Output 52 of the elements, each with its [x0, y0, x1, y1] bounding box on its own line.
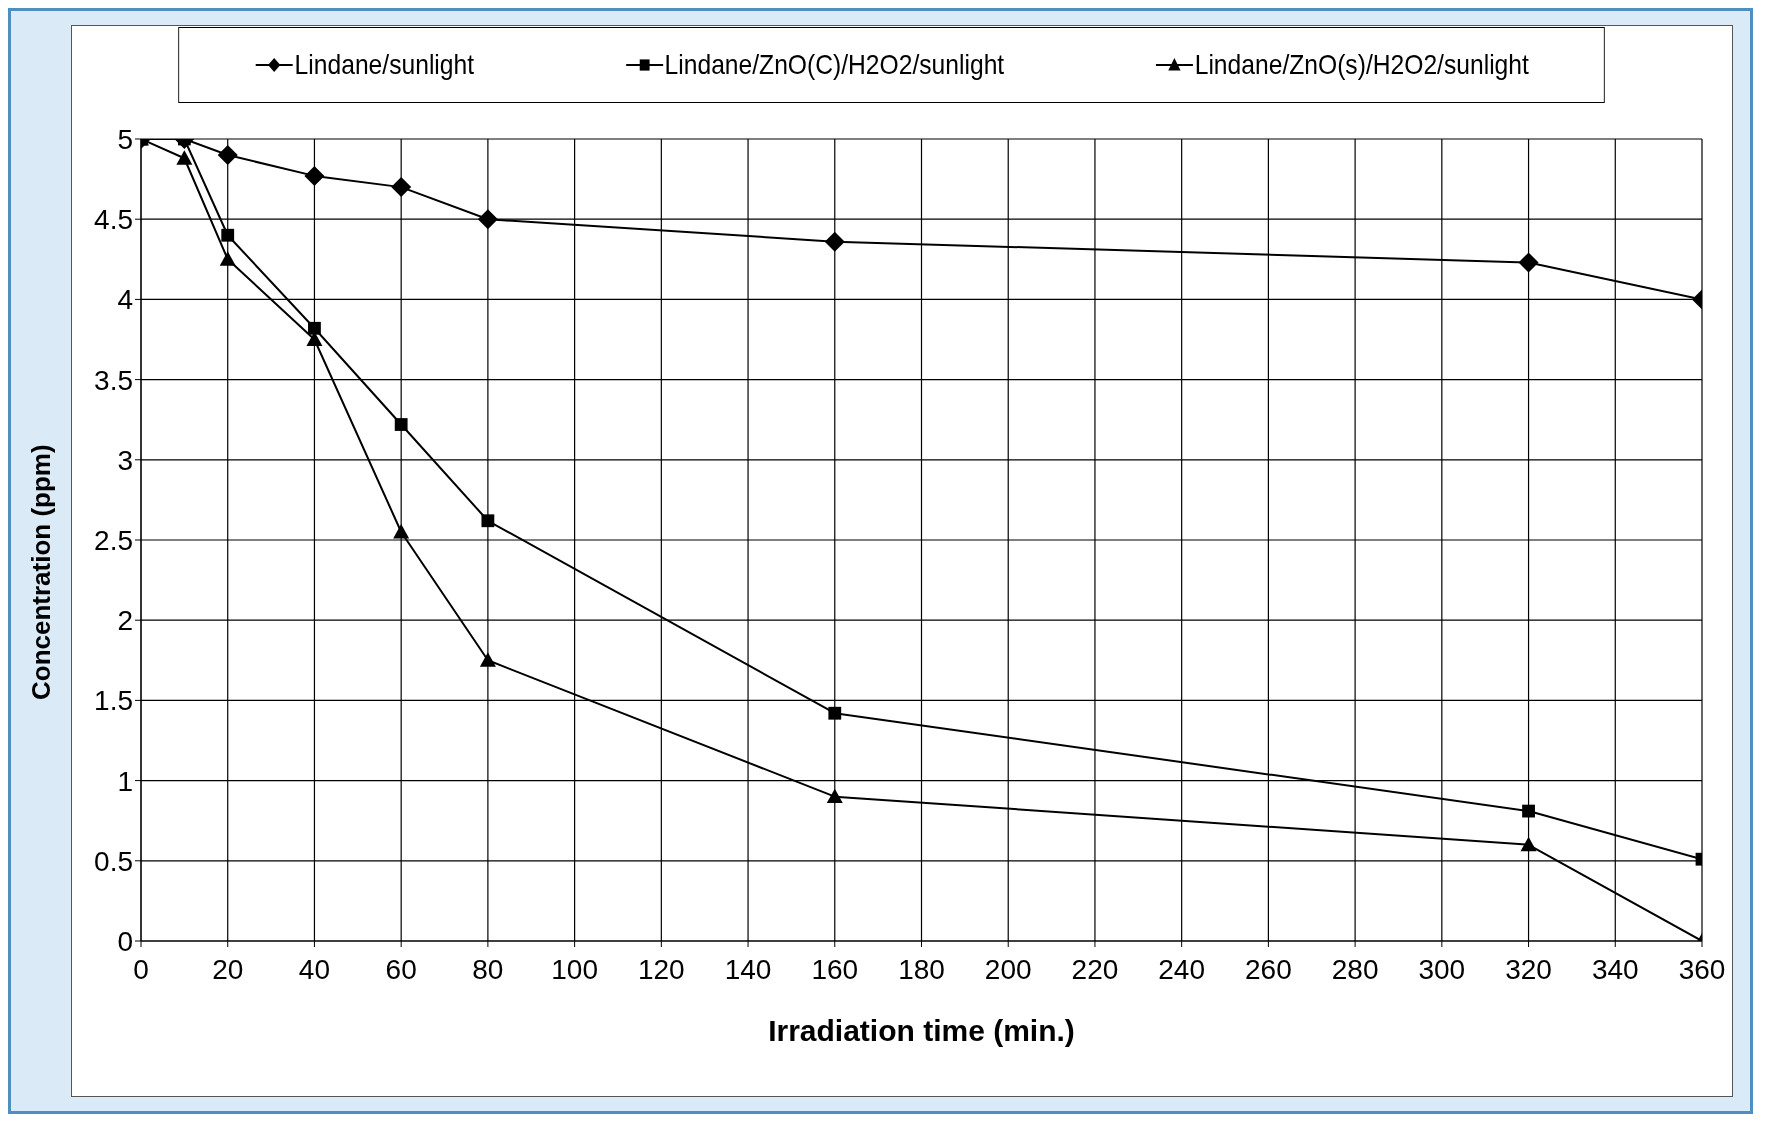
point — [828, 706, 842, 720]
y-tick-label: 4.5 — [94, 204, 133, 236]
y-tick-label: 3.5 — [94, 364, 133, 396]
point — [217, 145, 238, 166]
y-tick-label: 2.5 — [94, 524, 133, 556]
legend-label: Lindane/ZnO(C)/H2O2/sunlight — [664, 49, 1005, 81]
point — [176, 150, 193, 165]
y-tick-label: 0 — [117, 925, 133, 957]
y-tick-label: 5 — [117, 123, 133, 155]
y-axis-title: Concentration (ppm) — [26, 444, 57, 700]
point — [481, 514, 495, 528]
x-tick-label: 280 — [1331, 953, 1379, 985]
point — [391, 177, 412, 198]
x-tick-label: 240 — [1158, 953, 1206, 985]
x-tick-label: 20 — [212, 953, 244, 985]
x-tick-label: 200 — [984, 953, 1032, 985]
point — [1522, 804, 1535, 818]
x-axis-title: Irradiation time (min.) — [768, 1014, 1075, 1047]
y-tick-label: 2 — [117, 605, 133, 637]
x-tick-label: 180 — [898, 953, 945, 985]
y-tick-label: 3 — [117, 444, 133, 476]
legend-label: Lindane/sunlight — [294, 49, 475, 81]
point — [219, 251, 236, 266]
x-tick-label: 320 — [1505, 953, 1552, 985]
x-tick-label: 100 — [551, 953, 598, 985]
y-tick-label: 0.5 — [94, 845, 133, 877]
point — [477, 209, 498, 230]
x-tick-label: 340 — [1591, 953, 1639, 985]
point — [394, 418, 408, 431]
point — [1518, 252, 1539, 273]
x-tick-label: 40 — [298, 953, 331, 985]
x-tick-label: 220 — [1071, 953, 1119, 985]
x-tick-label: 80 — [472, 953, 504, 985]
x-tick-label: 260 — [1245, 953, 1292, 985]
y-tick-label: 1 — [117, 765, 133, 797]
point — [1520, 836, 1537, 852]
point — [479, 652, 496, 667]
point — [826, 788, 843, 804]
point — [393, 523, 410, 539]
y-tick-label: 4 — [117, 284, 133, 316]
x-tick-label: 140 — [724, 953, 772, 985]
x-tick-label: 300 — [1418, 953, 1466, 985]
x-tick-label: 360 — [1678, 953, 1726, 985]
point — [304, 165, 325, 186]
y-tick-label: 1.5 — [94, 685, 133, 717]
point — [221, 228, 235, 242]
x-tick-label: 160 — [811, 953, 859, 985]
x-tick-label: 120 — [637, 953, 685, 985]
point — [824, 231, 845, 252]
legend-label: Lindane/ZnO(s)/H2O2/sunlight — [1194, 49, 1529, 81]
x-tick-label: 60 — [385, 953, 417, 985]
point — [308, 321, 321, 335]
